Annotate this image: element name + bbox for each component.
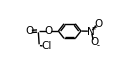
Text: O: O [90, 37, 98, 47]
Text: O: O [44, 26, 53, 36]
Text: O: O [94, 19, 103, 29]
Text: O: O [25, 26, 33, 36]
Text: +: + [91, 24, 97, 30]
Text: Cl: Cl [42, 41, 52, 51]
Text: N: N [87, 27, 94, 37]
Text: -: - [96, 41, 99, 50]
